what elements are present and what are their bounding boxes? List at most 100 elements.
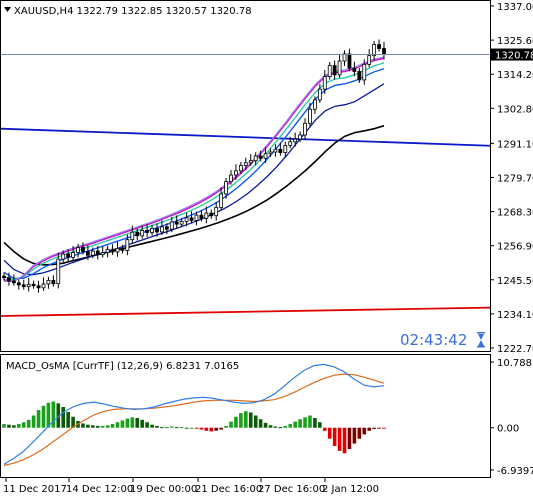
candle (288, 136, 293, 149)
histogram-bar (2, 424, 6, 428)
current-price-tag (491, 48, 533, 61)
candle (51, 275, 56, 287)
bull-candle-body (248, 160, 253, 164)
candle (41, 277, 46, 291)
bear-candle-body (31, 283, 36, 287)
histogram-bar (219, 427, 223, 430)
trend-line (0, 127, 491, 147)
histogram-bar (21, 422, 26, 428)
histogram-bar (140, 419, 144, 428)
candles (2, 39, 386, 293)
macd-axis[interactable]: 10.788 0.00 -6.9397 (490, 358, 533, 477)
histogram-bar (377, 427, 381, 429)
moving-average-line (3, 57, 385, 282)
histogram-bar (357, 427, 362, 439)
candle (258, 150, 263, 162)
bull-candle-body (322, 76, 327, 90)
bull-candle-body (214, 206, 219, 217)
histogram-bar (17, 424, 21, 428)
candle (189, 211, 194, 224)
macd-histogram (2, 401, 386, 454)
symbol-header: XAUUSD,H4 1322.79 1322.85 1320.57 1320.7… (14, 6, 252, 17)
histogram-bar (278, 427, 283, 429)
time-axis-label: 21 Dec 16:00 (195, 484, 262, 495)
time-axis-label: 27 Dec 16:00 (258, 484, 325, 495)
histogram-bar (214, 427, 219, 431)
candle (169, 216, 174, 233)
bear-candle-body (357, 71, 362, 81)
bull-candle-body (219, 193, 224, 208)
signal-line (3, 373, 385, 467)
price-axis-label: 1314.20 (497, 70, 533, 81)
price-axis[interactable]: 1337.00 1325.60 1314.20 1302.80 1291.10 1279.… (490, 2, 533, 355)
bear-candle-body (51, 279, 56, 285)
candle (362, 59, 367, 85)
histogram-bar (204, 427, 209, 431)
histogram-bar (41, 405, 46, 428)
bull-candle-body (150, 227, 154, 233)
price-axis-label: 1268.30 (497, 208, 533, 219)
histogram-bar (7, 424, 11, 428)
triangle-down-icon[interactable] (4, 7, 11, 12)
candle (313, 96, 317, 115)
candle (357, 67, 362, 83)
histogram-bar (110, 424, 115, 428)
histogram-bar (248, 412, 253, 428)
histogram-bar (31, 415, 36, 428)
bear-candle-body (135, 231, 140, 237)
histogram-bar (332, 427, 337, 446)
histogram-bar (51, 401, 56, 428)
price-axis-label: 1337.00 (497, 2, 533, 13)
histogram-bar (367, 427, 371, 431)
bull-candle-body (342, 53, 347, 62)
histogram-bar (199, 427, 204, 430)
price-axis-label: 1245.50 (497, 276, 533, 287)
bull-candle-body (105, 248, 110, 253)
candle (145, 223, 150, 238)
histogram-bar (150, 424, 154, 428)
main-chart-frame[interactable] (0, 0, 491, 352)
macd-axis-label: 0.00 (497, 424, 519, 435)
bull-candle-body (194, 214, 199, 221)
bull-candle-body (303, 122, 307, 136)
histogram-bar (71, 416, 75, 428)
candle (322, 70, 327, 94)
histogram-bar (347, 427, 352, 450)
candle (36, 280, 41, 293)
bear-candle-body (377, 44, 381, 49)
histogram-bar (283, 425, 288, 428)
candle (110, 244, 115, 255)
candle (21, 279, 26, 290)
bull-candle-body (90, 250, 95, 256)
time-axis-label: 2 Jan 12:00 (322, 484, 379, 495)
histogram-bar (66, 411, 70, 428)
bear-candle-body (81, 247, 85, 253)
macd-header: MACD_OsMA [CurrTF] (12,26,9) 6.8231 7.01… (6, 361, 239, 372)
candle (219, 187, 224, 211)
candle (327, 61, 332, 80)
candle (81, 242, 85, 255)
histogram-bar (224, 425, 228, 428)
macd-line (3, 363, 385, 465)
candle (150, 224, 154, 236)
candle (71, 245, 75, 261)
bear-candle-body (209, 212, 214, 217)
bull-candle-body (234, 170, 238, 176)
bull-candle-body (204, 212, 209, 219)
candle (303, 118, 307, 140)
histogram-bar (318, 422, 322, 428)
price-axis-label: 1302.80 (497, 104, 533, 115)
candle (298, 131, 303, 143)
time-axis-label: 19 Dec 00:00 (130, 484, 197, 495)
candle (194, 211, 199, 226)
bear-candle-body (352, 67, 357, 72)
histogram-bar (209, 427, 214, 432)
histogram-bar (194, 427, 199, 429)
candle (347, 48, 352, 72)
bull-candle-body (160, 226, 164, 233)
bear-candle-body (16, 282, 21, 286)
candle (125, 234, 130, 256)
histogram-bar (229, 421, 233, 428)
